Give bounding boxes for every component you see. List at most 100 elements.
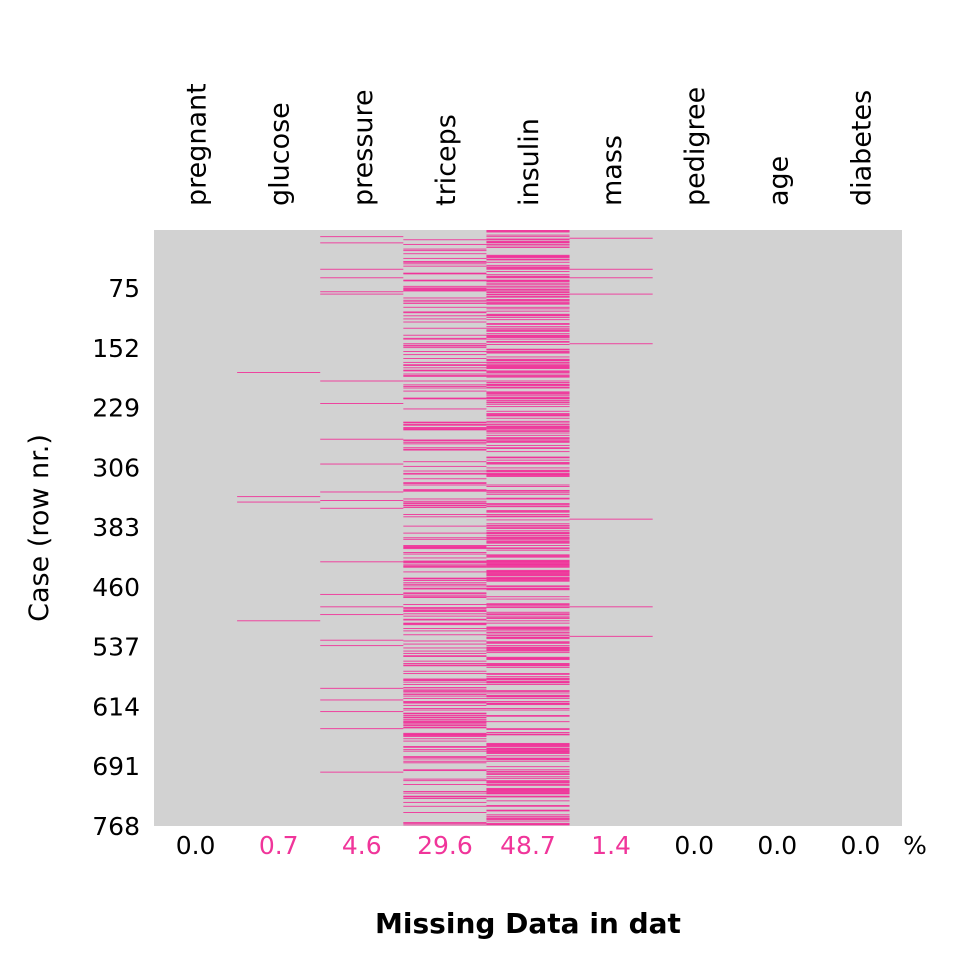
- missing-cell-pressure-348: [320, 500, 403, 501]
- missing-cell-triceps-310: [403, 471, 486, 472]
- missing-cell-pressure-528: [320, 640, 403, 641]
- missing-cell-insulin-185: [486, 374, 569, 375]
- missing-cell-insulin-442: [486, 573, 569, 574]
- missing-cell-insulin-248: [486, 422, 569, 423]
- missing-cell-triceps-533: [403, 644, 486, 645]
- missing-cell-insulin-571: [486, 673, 569, 674]
- y-tick-691: 691: [92, 752, 140, 781]
- missing-cell-insulin-50: [486, 269, 569, 270]
- missing-cell-insulin-112: [486, 317, 569, 318]
- missing-cell-insulin-128: [486, 329, 569, 330]
- missing-cell-pressure-698: [320, 772, 403, 773]
- missing-cell-insulin-700: [486, 773, 569, 774]
- missing-cell-insulin-563: [486, 667, 569, 668]
- missing-cell-triceps-616: [403, 708, 486, 709]
- missing-cell-insulin-94: [486, 303, 569, 304]
- missing-cell-insulin-735: [486, 800, 569, 801]
- missing-cell-insulin-267: [486, 437, 569, 438]
- missing-cell-triceps-43: [403, 263, 486, 264]
- missing-cell-triceps-151: [403, 347, 486, 348]
- missing-cell-insulin-765: [486, 824, 569, 825]
- missing-cell-triceps-199: [403, 384, 486, 385]
- missing-cell-triceps-529: [403, 641, 486, 642]
- missing-cell-insulin-315: [486, 474, 569, 475]
- missing-cell-insulin-65: [486, 280, 569, 281]
- missing-cell-insulin-135: [486, 335, 569, 336]
- missing-cell-insulin-600: [486, 696, 569, 697]
- missing-cell-triceps-170: [403, 362, 486, 363]
- missing-cell-insulin-166: [486, 359, 569, 360]
- missing-cell-triceps-99: [403, 307, 486, 308]
- missing-cell-triceps-638: [403, 725, 486, 726]
- missing-cell-insulin-721: [486, 790, 569, 791]
- missing-cell-glucose-343: [237, 496, 320, 497]
- percent-label-pressure: 4.6: [342, 831, 382, 860]
- missing-cell-insulin-559: [486, 664, 569, 665]
- missing-cell-insulin-681: [486, 758, 569, 759]
- missing-cell-insulin-189: [486, 377, 569, 378]
- missing-cell-triceps-456: [403, 584, 486, 585]
- missing-cell-triceps-72: [403, 286, 486, 287]
- missing-cell-triceps-390: [403, 533, 486, 534]
- missing-cell-insulin-725: [486, 793, 569, 794]
- missing-cell-insulin-250: [486, 424, 569, 425]
- missing-cell-insulin-101: [486, 308, 569, 309]
- missing-cell-insulin-425: [486, 560, 569, 561]
- missing-cell-triceps-501: [403, 619, 486, 620]
- missing-cell-insulin-387: [486, 530, 569, 531]
- missing-cell-triceps-156: [403, 351, 486, 352]
- missing-cell-triceps-422: [403, 557, 486, 558]
- missing-cell-insulin-481: [486, 603, 569, 604]
- missing-cell-insulin-178: [486, 368, 569, 369]
- missing-cell-insulin-380: [486, 525, 569, 526]
- missing-cell-triceps-650: [403, 734, 486, 735]
- missing-cell-insulin-366: [486, 514, 569, 515]
- missing-cell-insulin-356: [486, 506, 569, 507]
- missing-cell-triceps-427: [403, 561, 486, 562]
- missing-cell-insulin-434: [486, 567, 569, 568]
- missing-cell-insulin-724: [486, 792, 569, 793]
- missing-cell-insulin-340: [486, 494, 569, 495]
- missing-cell-insulin-80: [486, 292, 569, 293]
- missing-cell-triceps-538: [403, 648, 486, 649]
- missing-cell-triceps-78: [403, 291, 486, 292]
- missing-cell-triceps-625: [403, 715, 486, 716]
- missing-cell-insulin-626: [486, 716, 569, 717]
- missing-cell-insulin-153: [486, 349, 569, 350]
- missing-cell-triceps-652: [403, 736, 486, 737]
- missing-cell-triceps-181: [403, 370, 486, 371]
- missing-cell-insulin-451: [486, 580, 569, 581]
- missing-cell-insulin-138: [486, 337, 569, 338]
- missing-cell-triceps-77: [403, 290, 486, 291]
- missing-cell-insulin-362: [486, 511, 569, 512]
- missing-cell-triceps-461: [403, 588, 486, 589]
- missing-cell-triceps-600: [403, 696, 486, 697]
- missing-cell-triceps-580: [403, 680, 486, 681]
- missing-cell-insulin-677: [486, 755, 569, 756]
- y-tick-306: 306: [92, 454, 140, 483]
- missing-cell-insulin-253: [486, 426, 569, 427]
- missing-cell-insulin-663: [486, 745, 569, 746]
- missing-cell-triceps-30: [403, 253, 486, 254]
- missing-cell-triceps-55: [403, 273, 486, 274]
- missing-cell-insulin-391: [486, 533, 569, 534]
- missing-cell-insulin-217: [486, 398, 569, 399]
- missing-cell-insulin-695: [486, 769, 569, 770]
- missing-cell-pressure-427: [320, 561, 403, 562]
- missing-cell-triceps-666: [403, 747, 486, 748]
- missing-cell-insulin-522: [486, 635, 569, 636]
- missing-cell-insulin-719: [486, 788, 569, 789]
- missing-cell-triceps-637: [403, 724, 486, 725]
- missing-cell-insulin-11: [486, 239, 569, 240]
- missing-cell-triceps-354: [403, 505, 486, 506]
- missing-cell-insulin-684: [486, 761, 569, 762]
- missing-cell-triceps-732: [403, 798, 486, 799]
- missing-cell-triceps-609: [403, 703, 486, 704]
- missing-cell-insulin-16: [486, 242, 569, 243]
- y-tick-768: 768: [92, 812, 140, 841]
- missing-cell-insulin-147: [486, 344, 569, 345]
- missing-cell-triceps-618: [403, 710, 486, 711]
- missing-cell-triceps-454: [403, 582, 486, 583]
- missing-cell-insulin-578: [486, 679, 569, 680]
- missing-cell-insulin-314: [486, 474, 569, 475]
